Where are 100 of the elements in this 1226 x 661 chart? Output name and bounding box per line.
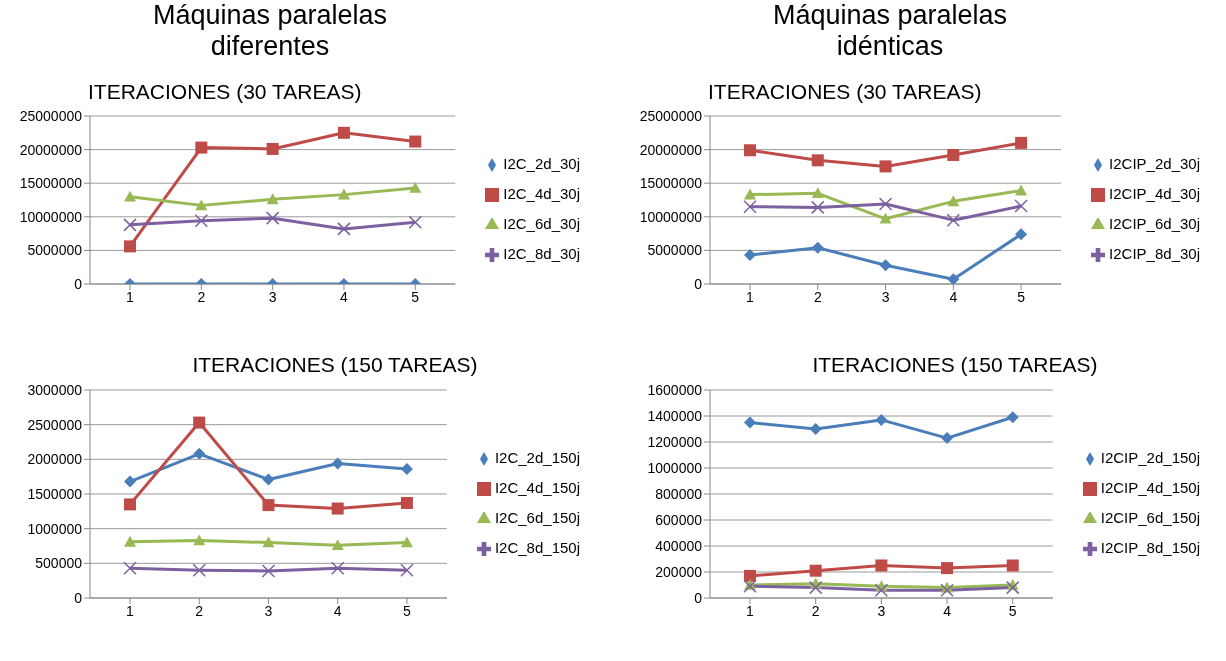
y-tick-label: 15000000 bbox=[639, 175, 703, 192]
point bbox=[330, 561, 345, 575]
point bbox=[193, 534, 206, 545]
point bbox=[946, 213, 961, 227]
point bbox=[744, 249, 756, 262]
y-tick-label: 1400000 bbox=[647, 407, 703, 424]
chart-title: ITERACIONES (150 TAREAS) bbox=[191, 353, 479, 378]
point bbox=[195, 141, 208, 154]
point bbox=[879, 259, 892, 272]
legend-label: I2CIP_4d_30j bbox=[1109, 185, 1200, 203]
legend-label: I2C_8d_30j bbox=[503, 245, 580, 263]
legend-label: I2CIP_2d_150j bbox=[1100, 448, 1200, 466]
point bbox=[337, 222, 351, 236]
y-tick-label: 10000000 bbox=[19, 208, 83, 225]
legend-label: I2CIP_4d_150j bbox=[1100, 478, 1200, 496]
point bbox=[1015, 136, 1028, 149]
y-tick-label: 3000000 bbox=[27, 381, 83, 398]
x-tick-label: 1 bbox=[126, 602, 135, 619]
point bbox=[811, 200, 825, 215]
y-tick-label: 0 bbox=[74, 589, 83, 606]
point bbox=[1015, 184, 1028, 196]
x-tick-label: 5 bbox=[1008, 602, 1017, 619]
y-tick-label: 5000000 bbox=[647, 242, 703, 259]
point bbox=[879, 160, 892, 173]
point bbox=[1015, 228, 1028, 241]
point bbox=[809, 422, 822, 435]
point bbox=[123, 218, 137, 232]
y-tick-label: 1600000 bbox=[647, 381, 703, 398]
chart-title: ITERACIONES (150 TAREAS) bbox=[811, 353, 1099, 378]
point bbox=[261, 563, 276, 578]
point bbox=[874, 583, 889, 597]
point bbox=[743, 200, 757, 214]
y-tick-label: 25000000 bbox=[639, 108, 703, 125]
point bbox=[262, 473, 275, 486]
point bbox=[744, 144, 756, 157]
y-tick-label: 0 bbox=[694, 276, 703, 293]
point bbox=[941, 561, 954, 574]
point bbox=[1014, 199, 1028, 213]
y-tick-label: 5000000 bbox=[27, 242, 83, 259]
x-tick-label: 5 bbox=[403, 602, 412, 619]
x-tick-label: 1 bbox=[126, 289, 135, 306]
y-tick-label: 10000000 bbox=[639, 208, 703, 225]
point bbox=[124, 498, 136, 511]
y-tick-label: 20000000 bbox=[19, 141, 83, 158]
x-tick-label: 2 bbox=[811, 602, 820, 619]
x-tick-label: 2 bbox=[195, 602, 204, 619]
y-tick-label: 400000 bbox=[655, 537, 703, 554]
legend-label: I2C_6d_150j bbox=[494, 508, 580, 526]
point bbox=[124, 475, 136, 488]
x-tick-label: 4 bbox=[340, 289, 349, 306]
y-tick-label: 2500000 bbox=[27, 416, 83, 433]
point bbox=[947, 273, 960, 285]
point bbox=[400, 536, 413, 547]
point bbox=[331, 457, 344, 470]
point bbox=[192, 563, 206, 577]
x-tick-label: 3 bbox=[881, 289, 890, 306]
y-tick-label: 1500000 bbox=[27, 485, 83, 502]
point bbox=[124, 240, 136, 253]
y-tick-label: 0 bbox=[694, 589, 703, 606]
point bbox=[400, 563, 414, 577]
point bbox=[331, 538, 344, 550]
y-tick-label: 0 bbox=[74, 276, 83, 293]
point bbox=[811, 187, 824, 199]
chart-subtitle: ITERACIONES (30 TAREAS) bbox=[708, 80, 983, 105]
chart-title: Máquinas paralelas diferentes bbox=[151, 0, 389, 63]
point bbox=[941, 431, 954, 444]
legend-label: I2CIP_6d_30j bbox=[1109, 215, 1200, 233]
x-tick-label: 2 bbox=[197, 289, 206, 306]
x-tick-label: 1 bbox=[746, 289, 755, 306]
point bbox=[123, 561, 137, 575]
legend-label: I2C_2d_30j bbox=[503, 155, 580, 173]
x-tick-label: 3 bbox=[264, 602, 273, 619]
point bbox=[940, 583, 954, 597]
y-tick-label: 600000 bbox=[655, 511, 703, 528]
point bbox=[811, 241, 824, 254]
chart-subtitle: ITERACIONES (30 TAREAS) bbox=[88, 80, 363, 105]
point bbox=[744, 569, 756, 582]
point bbox=[265, 211, 280, 225]
x-tick-label: 3 bbox=[877, 602, 886, 619]
y-tick-label: 1200000 bbox=[647, 433, 703, 450]
point bbox=[1006, 410, 1019, 423]
legend-label: I2CIP_6d_150j bbox=[1100, 508, 1200, 526]
point bbox=[409, 182, 422, 193]
y-tick-label: 15000000 bbox=[19, 175, 83, 192]
x-tick-label: 5 bbox=[1017, 289, 1026, 306]
y-tick-label: 2000000 bbox=[27, 450, 83, 467]
point bbox=[947, 149, 960, 162]
point bbox=[194, 214, 209, 228]
y-tick-label: 20000000 bbox=[639, 141, 703, 158]
point bbox=[193, 416, 206, 429]
point bbox=[266, 143, 279, 156]
point bbox=[808, 580, 823, 594]
point bbox=[266, 193, 279, 205]
point bbox=[409, 135, 422, 148]
point bbox=[879, 212, 892, 224]
point bbox=[744, 416, 756, 429]
point bbox=[337, 188, 350, 200]
point bbox=[878, 197, 893, 211]
legend-label: I2C_8d_150j bbox=[494, 538, 580, 556]
x-tick-label: 5 bbox=[411, 289, 420, 306]
